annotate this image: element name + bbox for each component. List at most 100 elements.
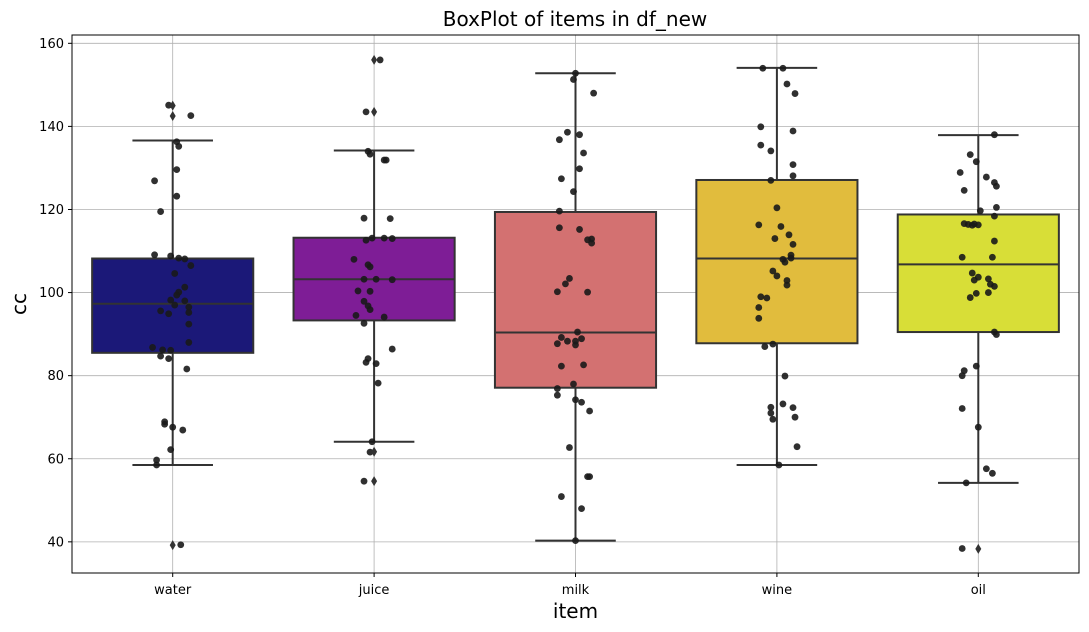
strip-point	[588, 239, 596, 247]
strip-point	[372, 360, 380, 368]
strip-point	[759, 64, 767, 72]
strip-point	[572, 396, 579, 404]
strip-point	[586, 473, 593, 481]
strip-point	[767, 409, 775, 417]
y-tick-label: 60	[47, 452, 64, 467]
strip-point	[175, 142, 183, 150]
strip-point	[578, 398, 585, 406]
strip-point	[767, 147, 775, 155]
strip-point	[157, 208, 165, 215]
box-body	[896, 213, 1060, 334]
strip-point	[360, 319, 368, 327]
strip-point	[167, 446, 175, 454]
strip-point	[580, 149, 587, 157]
strip-point	[368, 234, 376, 242]
strip-point	[354, 287, 362, 295]
strip-point	[572, 537, 579, 544]
strip-point	[366, 287, 374, 295]
x-tick-label: oil	[971, 583, 986, 598]
x-axis-label: item	[553, 599, 598, 623]
strip-point	[181, 283, 189, 291]
strip-point	[157, 307, 165, 315]
strip-point	[360, 214, 368, 222]
strip-point	[769, 340, 777, 348]
strip-point	[968, 221, 976, 229]
strip-point	[962, 479, 970, 487]
strip-point	[564, 128, 571, 136]
strip-point	[553, 288, 561, 296]
strip-point	[576, 131, 583, 139]
y-tick-label: 120	[39, 203, 64, 218]
strip-point	[972, 290, 980, 297]
strip-point	[352, 312, 360, 319]
strip-point	[376, 56, 384, 64]
strip-point	[175, 254, 183, 262]
strip-point	[185, 339, 193, 346]
strip-point	[153, 456, 160, 464]
strip-point	[958, 253, 966, 261]
strip-point	[362, 108, 370, 116]
strip-point	[991, 131, 998, 139]
strip-point	[991, 237, 998, 245]
strip-point	[555, 136, 563, 144]
strip-point	[773, 272, 781, 280]
strip-point	[570, 76, 577, 83]
strip-point	[576, 165, 583, 173]
strip-point	[988, 469, 996, 477]
strip-point	[966, 151, 974, 159]
x-tick-label: wine	[762, 583, 792, 598]
strip-point	[974, 221, 982, 229]
strip-point	[366, 150, 374, 158]
strip-point	[366, 306, 374, 314]
strip-point	[566, 444, 573, 451]
strip-point	[187, 262, 195, 269]
flier-marker	[371, 106, 378, 117]
strip-point	[362, 358, 370, 366]
strip-point	[564, 337, 571, 345]
strip-point	[767, 177, 775, 184]
strip-point	[590, 89, 598, 97]
strip-point	[183, 365, 191, 373]
x-tick-label: water	[154, 583, 192, 598]
x-tick-label: juice	[358, 583, 390, 598]
y-tick-label: 160	[39, 37, 64, 52]
chart-title: BoxPlot of items in df_new	[443, 7, 708, 31]
strip-point	[586, 407, 593, 415]
strip-point	[982, 173, 990, 181]
strip-point	[350, 255, 358, 263]
strip-point	[960, 220, 968, 228]
strip-point	[157, 352, 165, 360]
boxes	[91, 66, 1060, 542]
strip-point	[755, 304, 763, 311]
strip-point	[153, 461, 160, 469]
box-oil	[896, 134, 1060, 484]
strip-point	[360, 477, 368, 485]
strip-point	[372, 275, 380, 283]
strip-point	[169, 423, 177, 431]
y-tick-label: 40	[47, 535, 64, 550]
strip-point	[380, 234, 388, 242]
strip-point	[771, 235, 779, 242]
strip-point	[368, 438, 376, 446]
strip-point	[580, 361, 587, 369]
strip-point	[956, 169, 964, 176]
strip-point	[779, 400, 787, 408]
strip-point	[993, 182, 1000, 190]
strip-point	[555, 207, 563, 215]
strip-point	[777, 223, 785, 230]
strip-point	[972, 158, 980, 166]
strip-point	[793, 443, 801, 451]
strip-point	[572, 341, 579, 349]
strip-point	[761, 343, 769, 350]
strip-point	[574, 328, 581, 336]
strip-point	[791, 90, 799, 97]
flier-marker	[169, 100, 176, 111]
strip-point	[151, 177, 158, 185]
box-milk	[493, 72, 658, 542]
strip-point	[558, 334, 565, 341]
strip-point	[783, 80, 791, 88]
strip-point	[171, 270, 179, 277]
strip-point	[179, 426, 187, 434]
strip-point	[562, 280, 569, 288]
strip-point	[558, 493, 565, 500]
